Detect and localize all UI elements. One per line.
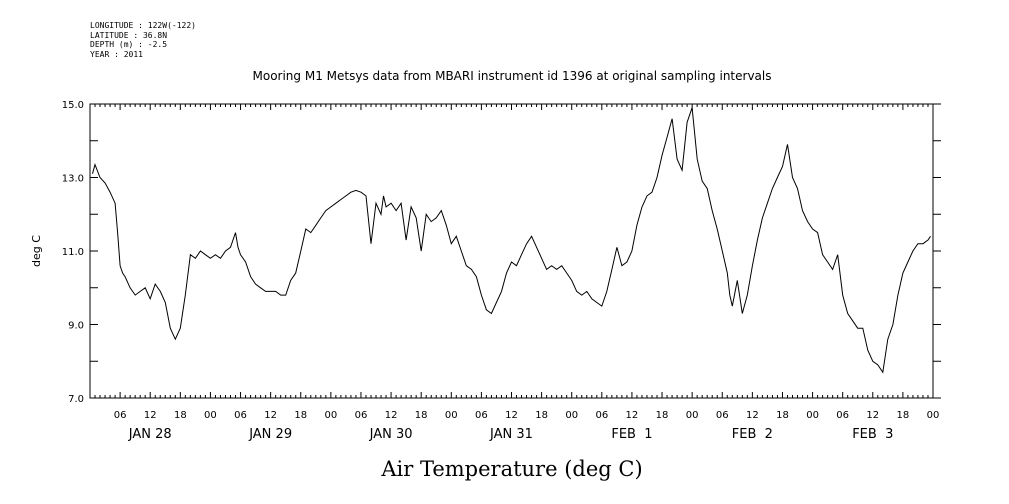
x-hour-tick-label: 00 bbox=[204, 410, 217, 421]
x-hour-tick-label: 00 bbox=[806, 410, 819, 421]
y-axis-label: deg C bbox=[30, 235, 43, 267]
longitude-text: LONGITUDE : 122W(-122) bbox=[90, 21, 196, 30]
x-hour-tick-label: 12 bbox=[866, 410, 879, 421]
metadata-block: LONGITUDE : 122W(-122) LATITUDE : 36.8N … bbox=[90, 21, 196, 59]
y-tick-label: 13.0 bbox=[62, 174, 84, 185]
axes bbox=[89, 103, 934, 399]
x-hour-tick-label: 06 bbox=[595, 410, 608, 421]
x-hour-tick-label: 00 bbox=[324, 410, 337, 421]
x-hour-tick-label: 06 bbox=[114, 410, 127, 421]
x-hour-tick-label: 00 bbox=[927, 410, 940, 421]
x-day-label: JAN 29 bbox=[248, 427, 292, 442]
x-hour-tick-label: 00 bbox=[565, 410, 578, 421]
x-hour-tick-label: 00 bbox=[686, 410, 699, 421]
x-day-label: FEB 2 bbox=[732, 427, 773, 442]
x-day-label: JAN 30 bbox=[369, 427, 413, 442]
x-axis-label: Air Temperature (deg C) bbox=[380, 457, 642, 481]
x-hour-tick-label: 06 bbox=[716, 410, 729, 421]
x-hour-tick-label: 06 bbox=[355, 410, 368, 421]
air-temperature-line bbox=[92, 107, 931, 374]
x-hour-tick-label: 18 bbox=[174, 410, 187, 421]
plot-frame bbox=[89, 103, 934, 399]
x-hour-tick-label: 00 bbox=[445, 410, 458, 421]
depth-text: DEPTH (m) : -2.5 bbox=[90, 40, 168, 49]
x-hour-tick-label: 06 bbox=[475, 410, 488, 421]
x-hour-tick-label: 18 bbox=[294, 410, 307, 421]
year-text: YEAR : 2011 bbox=[90, 49, 143, 59]
x-hour-tick-label: 18 bbox=[656, 410, 669, 421]
x-hour-tick-label: 18 bbox=[415, 410, 428, 421]
latitude-text: LATITUDE : 36.8N bbox=[90, 30, 168, 40]
y-tick-label: 7.0 bbox=[68, 394, 84, 405]
x-hour-tick-label: 12 bbox=[144, 410, 157, 421]
x-hour-tick-label: 12 bbox=[746, 410, 759, 421]
chart-title: Mooring M1 Metsys data from MBARI instru… bbox=[253, 69, 772, 83]
y-tick-label: 9.0 bbox=[68, 321, 84, 332]
x-hour-tick-label: 18 bbox=[897, 410, 910, 421]
x-hour-tick-label: 12 bbox=[505, 410, 518, 421]
y-tick-label: 15.0 bbox=[62, 100, 84, 111]
x-hour-tick-label: 18 bbox=[776, 410, 789, 421]
x-hour-tick-label: 06 bbox=[234, 410, 247, 421]
tick-labels: 7.0 9.0 11.0 13.0 15.0 06 12 18 00 06 12 18 00 06 12 18… bbox=[62, 100, 940, 442]
x-hour-tick-label: 06 bbox=[836, 410, 849, 421]
x-hour-tick-label: 18 bbox=[535, 410, 548, 421]
x-day-label: FEB 1 bbox=[611, 427, 652, 442]
x-hour-tick-label: 12 bbox=[385, 410, 398, 421]
ticks bbox=[90, 103, 941, 399]
x-hour-tick-label: 12 bbox=[626, 410, 639, 421]
x-hour-tick-label: 12 bbox=[264, 410, 277, 421]
x-day-label: JAN 28 bbox=[128, 427, 172, 442]
x-day-label: JAN 31 bbox=[489, 427, 533, 442]
x-day-label: FEB 3 bbox=[852, 427, 893, 442]
y-tick-label: 11.0 bbox=[62, 247, 84, 258]
